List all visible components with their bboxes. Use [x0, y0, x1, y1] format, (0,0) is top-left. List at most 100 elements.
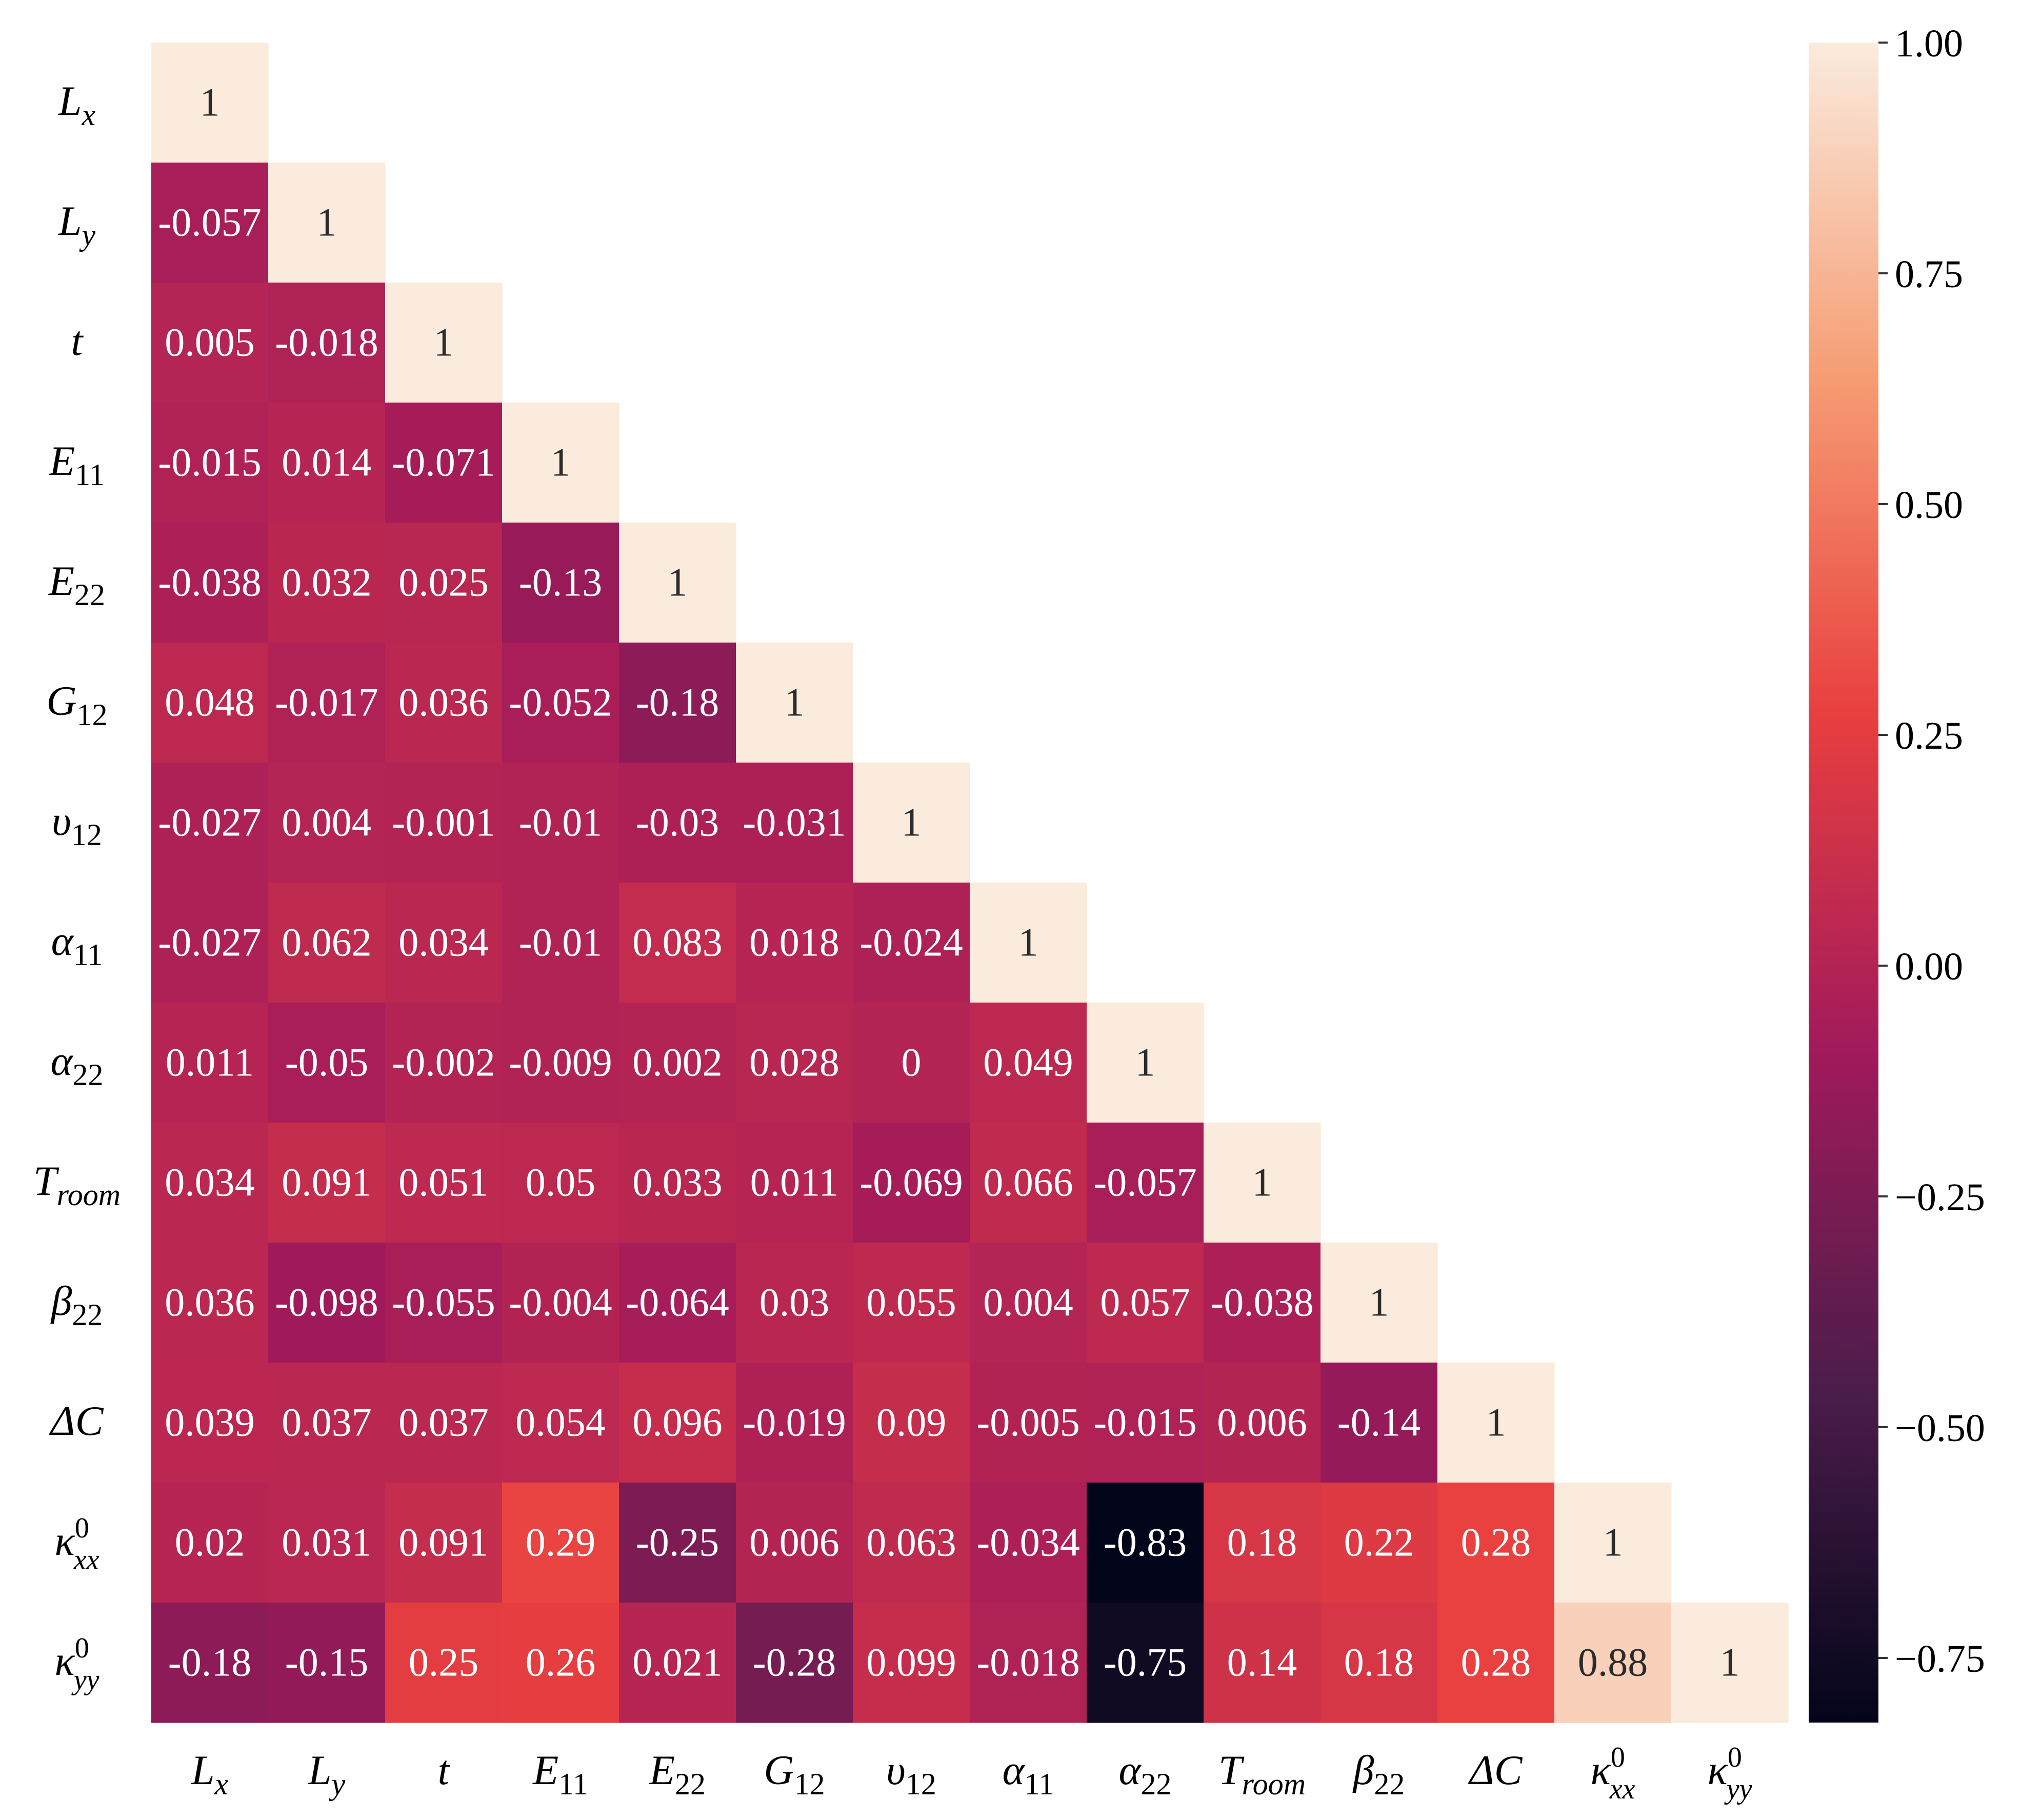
cell-value-label: 0.021: [632, 1640, 723, 1685]
cell-rect: [619, 523, 736, 643]
heatmap-cell: 0.28: [1437, 1603, 1555, 1723]
cell-rect: [970, 883, 1087, 1003]
cell-rect: [853, 1123, 970, 1243]
y-axis-label-t: t: [71, 317, 84, 364]
heatmap-cell: 0.011: [151, 1003, 269, 1123]
cell-value-label: -0.052: [509, 680, 612, 725]
heatmap-cell: -0.057: [151, 163, 269, 283]
heatmap-cell: -0.031: [736, 763, 853, 883]
heatmap-cell: 0.09: [853, 1363, 970, 1483]
cell-rect: [1087, 1603, 1204, 1723]
cell-rect: [268, 523, 386, 643]
heatmap-cell: -0.064: [619, 1243, 736, 1363]
cell-value-label: 0.29: [526, 1520, 596, 1565]
cell-value-label: 0.055: [866, 1280, 956, 1325]
heatmap-cell: 0.091: [268, 1123, 386, 1243]
cell-rect: [970, 1603, 1087, 1723]
cell-rect: [619, 1363, 736, 1483]
cell-rect: [970, 1243, 1087, 1363]
heatmap-cell: 1: [385, 283, 503, 403]
heatmap-cell: -0.03: [619, 763, 736, 883]
cell-rect: [151, 1243, 269, 1363]
heatmap-cell: -0.18: [151, 1603, 269, 1723]
heatmap-cell: 0.099: [853, 1603, 970, 1723]
heatmap-cell: -0.098: [268, 1243, 386, 1363]
colorbar-tick-label: 0.75: [1895, 253, 1963, 296]
heatmap-cell: 0.051: [385, 1123, 503, 1243]
cell-rect: [502, 643, 619, 763]
cell-value-label: 0.057: [1100, 1280, 1190, 1325]
cell-rect: [736, 1243, 853, 1363]
heatmap-cell: 1: [619, 523, 736, 643]
heatmap-cell: 0.014: [268, 403, 386, 523]
heatmap-cell: 1: [1671, 1603, 1789, 1723]
heatmap-cell: 0.28: [1437, 1483, 1555, 1603]
heatmap-cell: -0.004: [502, 1243, 619, 1363]
cell-value-label: 0.036: [398, 680, 489, 725]
heatmap-cell: -0.027: [151, 763, 269, 883]
heatmap-cell: -0.005: [970, 1363, 1087, 1483]
cell-rect: [736, 1123, 853, 1243]
cell-value-label: 0.051: [398, 1160, 489, 1205]
cell-value-label: 0.066: [983, 1160, 1073, 1205]
cell-value-label: 0.063: [866, 1520, 956, 1565]
cell-value-label: 0.25: [409, 1640, 479, 1685]
cell-value-label: -0.009: [509, 1040, 612, 1085]
cell-rect: [385, 1123, 503, 1243]
cell-rect: [502, 1003, 619, 1123]
cell-value-label: 0.062: [282, 920, 372, 965]
cell-rect: [853, 763, 970, 883]
cell-rect: [502, 1483, 619, 1603]
y-axis-label-E11: E11: [49, 437, 105, 492]
cell-value-label: 0.091: [398, 1520, 489, 1565]
cell-value-label: -0.057: [158, 200, 261, 245]
cell-rect: [1437, 1603, 1555, 1723]
cell-rect: [385, 883, 503, 1003]
x-axis-label-v12: υ12: [886, 1747, 936, 1801]
cell-rect: [385, 1603, 503, 1723]
heatmap-cell: -0.038: [151, 523, 269, 643]
cell-rect: [268, 883, 386, 1003]
heatmap-cell: 1: [853, 763, 970, 883]
heatmap-cell: -0.01: [502, 763, 619, 883]
cell-value-label: 0.005: [165, 320, 255, 365]
cell-rect: [1087, 1123, 1204, 1243]
cell-rect: [151, 163, 269, 283]
cell-rect: [736, 643, 853, 763]
cell-rect: [151, 1003, 269, 1123]
cell-value-label: 0.18: [1344, 1640, 1414, 1685]
heatmap-cell: -0.017: [268, 643, 386, 763]
y-axis-label-kyy: κ0 yy: [54, 1632, 99, 1696]
y-axis-label-b22: β22: [50, 1277, 103, 1332]
cell-value-label: 0.02: [175, 1520, 245, 1565]
cell-rect: [502, 763, 619, 883]
cell-value-label: 0.011: [750, 1160, 839, 1205]
cell-rect: [268, 643, 386, 763]
cell-value-label: 0.28: [1461, 1520, 1531, 1565]
cell-value-label: 0.006: [749, 1520, 839, 1565]
colorbar-tick-label: −0.50: [1895, 1407, 1985, 1450]
cell-value-label: -0.18: [636, 680, 719, 725]
cell-value-label: -0.83: [1104, 1520, 1187, 1565]
cell-rect: [151, 883, 269, 1003]
cell-value-label: 1: [1603, 1520, 1623, 1565]
y-axis-label-Troom: Troom: [33, 1157, 121, 1212]
heatmap-cell: -0.28: [736, 1603, 853, 1723]
heatmap-cell: 0.037: [385, 1363, 503, 1483]
heatmap-cell: 1: [1554, 1483, 1672, 1603]
cell-rect: [385, 1243, 503, 1363]
cell-value-label: 0.018: [749, 920, 839, 965]
cell-rect: [151, 403, 269, 523]
cell-value-label: -0.034: [976, 1520, 1079, 1565]
cell-value-label: -0.13: [519, 560, 602, 605]
cell-rect: [151, 1483, 269, 1603]
colorbar-tick-label: 1.00: [1895, 22, 1963, 65]
cell-value-label: -0.002: [392, 1040, 495, 1085]
heatmap-cell: 0.034: [151, 1123, 269, 1243]
cell-rect: [736, 763, 853, 883]
cell-value-label: -0.25: [636, 1520, 719, 1565]
heatmap-cell: 0.18: [1320, 1603, 1438, 1723]
cell-value-label: -0.055: [392, 1280, 495, 1325]
cell-value-label: 0.034: [398, 920, 489, 965]
heatmap-cell: 0.091: [385, 1483, 503, 1603]
